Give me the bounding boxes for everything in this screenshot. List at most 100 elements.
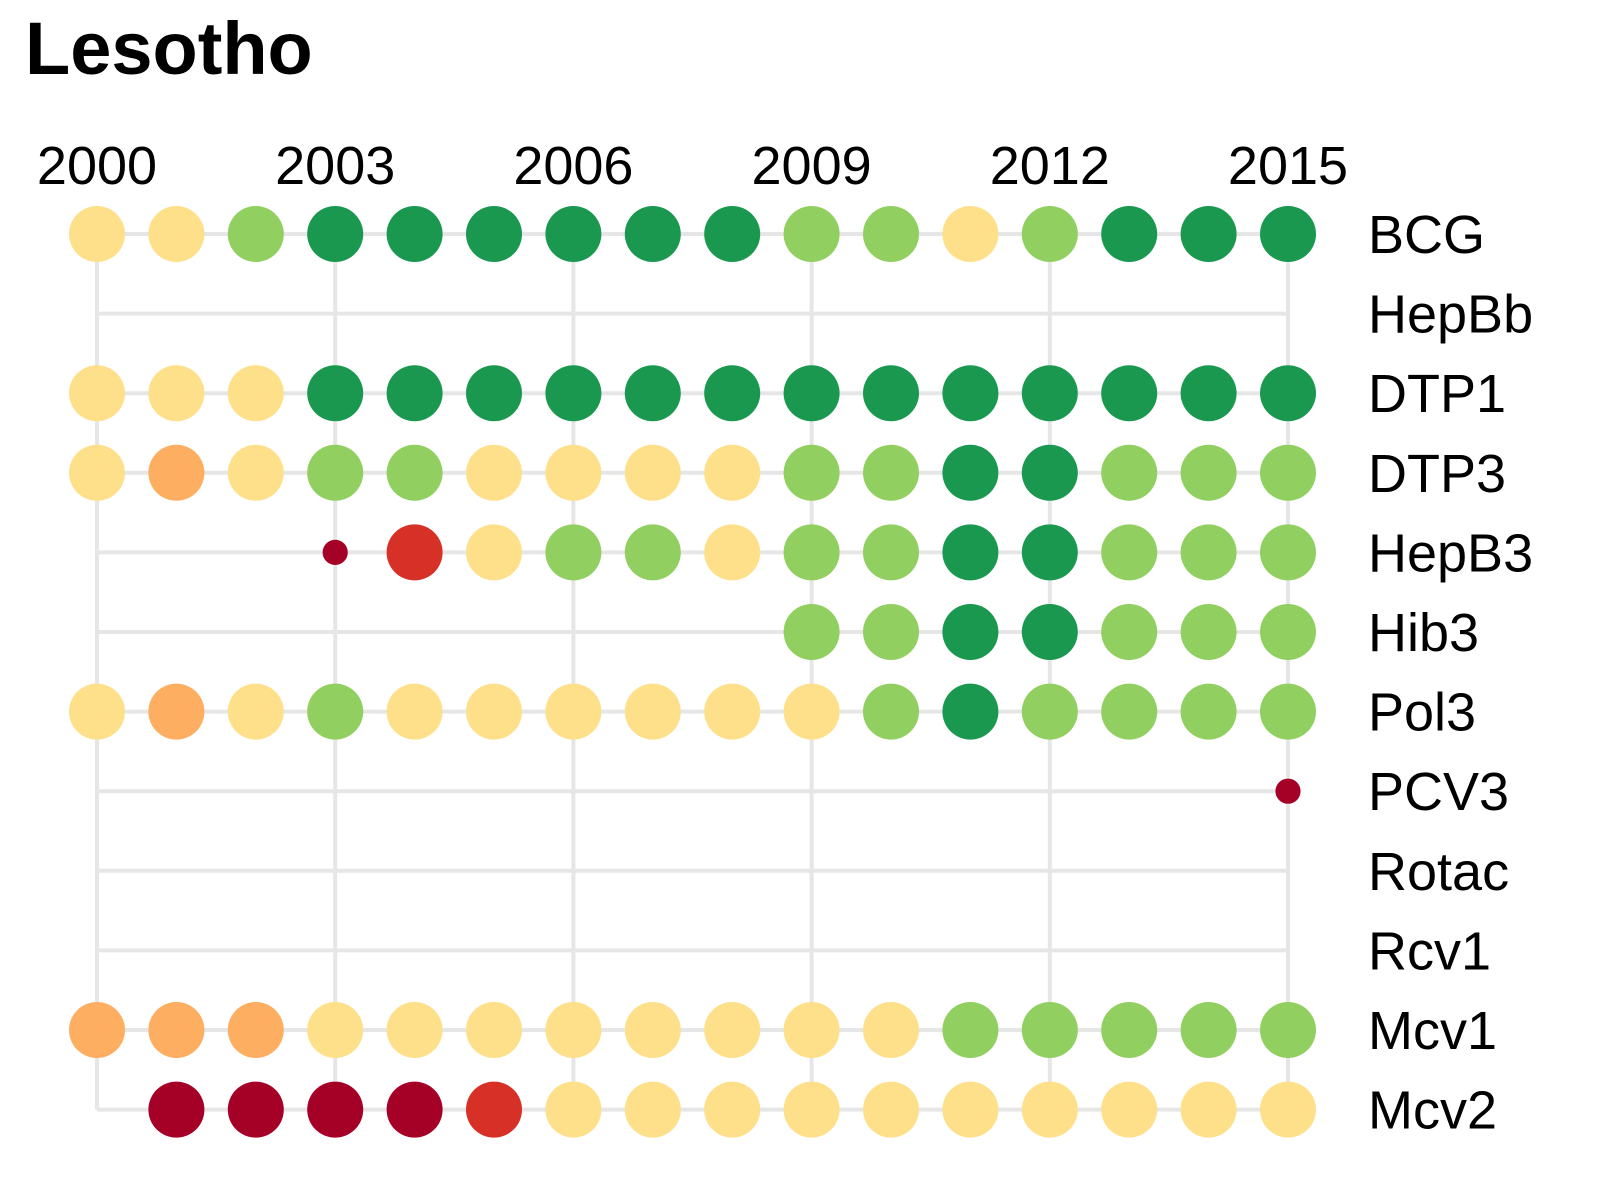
data-point <box>148 365 205 422</box>
data-point <box>783 365 840 422</box>
data-point <box>1021 365 1078 422</box>
data-point <box>69 444 125 501</box>
data-point <box>1021 524 1078 581</box>
data-point <box>69 365 125 422</box>
vaccine-label: Pol3 <box>1368 683 1476 743</box>
data-point <box>1180 1002 1237 1058</box>
data-point <box>1101 444 1158 501</box>
vaccine-label: Rcv1 <box>1368 921 1491 981</box>
data-point <box>942 683 999 740</box>
data-point <box>466 524 522 581</box>
data-point <box>545 206 602 262</box>
data-point <box>783 1002 840 1058</box>
data-point <box>466 444 522 501</box>
data-point <box>863 524 919 581</box>
vaccine-label: DTP3 <box>1368 444 1506 504</box>
data-point <box>227 1002 284 1058</box>
data-point <box>1260 604 1316 660</box>
data-point <box>942 1002 999 1058</box>
data-point <box>545 524 602 581</box>
data-point <box>624 365 681 422</box>
x-tick-label: 2012 <box>990 136 1110 196</box>
data-point <box>1260 524 1316 581</box>
x-tick-label: 2009 <box>752 136 872 196</box>
data-point <box>545 365 602 422</box>
data-point <box>942 604 999 660</box>
data-point <box>624 683 681 740</box>
data-point <box>942 444 999 501</box>
data-point <box>624 1081 681 1138</box>
data-point <box>863 604 919 660</box>
x-tick-label: 2015 <box>1228 136 1348 196</box>
data-point <box>1021 1081 1078 1138</box>
data-point <box>863 1081 919 1138</box>
data-point <box>466 683 522 740</box>
x-axis-ticks: 2000 2003 2006 2009 2012 2015 <box>37 136 1348 196</box>
data-point <box>307 1002 364 1058</box>
vaccine-label: DTP1 <box>1368 364 1506 424</box>
data-point <box>466 1081 522 1138</box>
chart-title: Lesotho <box>25 7 313 90</box>
data-point <box>466 206 522 262</box>
data-point <box>148 1002 205 1058</box>
data-point <box>227 365 284 422</box>
data-point <box>942 524 999 581</box>
x-tick-label: 2003 <box>275 136 395 196</box>
data-point <box>863 206 919 262</box>
data-point <box>863 683 919 740</box>
data-point <box>466 1002 522 1058</box>
data-point <box>1101 206 1158 262</box>
data-point <box>942 206 999 262</box>
data-point <box>227 683 284 740</box>
data-point <box>704 683 761 740</box>
data-point <box>1101 524 1158 581</box>
data-point <box>545 444 602 501</box>
data-point <box>1101 604 1158 660</box>
data-point <box>704 206 761 262</box>
data-point <box>783 1081 840 1138</box>
data-point <box>545 683 602 740</box>
data-point <box>148 206 205 262</box>
data-point <box>1260 206 1316 262</box>
data-point <box>307 365 364 422</box>
data-point <box>783 444 840 501</box>
data-point <box>704 444 761 501</box>
data-point <box>624 1002 681 1058</box>
data-point <box>1180 1081 1237 1138</box>
data-point <box>1101 365 1158 422</box>
data-point <box>322 539 348 566</box>
data-point <box>386 444 443 501</box>
data-point <box>1021 683 1078 740</box>
vaccine-label: HepB3 <box>1368 523 1533 583</box>
vaccine-label: PCV3 <box>1368 762 1509 822</box>
data-point <box>704 1081 761 1138</box>
vaccine-labels: BCG HepBb DTP1 DTP3 HepB3 Hib3 Pol3 PCV3 Rotac Rc… <box>1368 205 1533 1141</box>
data-point <box>227 206 284 262</box>
data-point <box>624 206 681 262</box>
data-point <box>386 206 443 262</box>
data-point <box>783 604 840 660</box>
data-point <box>386 365 443 422</box>
data-point <box>704 365 761 422</box>
data-point <box>307 683 364 740</box>
data-point <box>386 1081 443 1138</box>
data-point <box>624 524 681 581</box>
data-point <box>1021 444 1078 501</box>
vaccine-label: HepBb <box>1368 285 1533 345</box>
data-point <box>1275 778 1301 804</box>
data-point <box>1180 604 1237 660</box>
vaccine-label: Rotac <box>1368 842 1509 902</box>
data-point <box>1180 444 1237 501</box>
data-point <box>69 1002 125 1058</box>
x-tick-label: 2000 <box>37 136 157 196</box>
data-point <box>1101 1081 1158 1138</box>
data-point <box>783 524 840 581</box>
data-point <box>783 683 840 740</box>
data-point <box>307 206 364 262</box>
data-point <box>386 1002 443 1058</box>
data-point <box>69 683 125 740</box>
data-point <box>783 206 840 262</box>
data-point <box>863 1002 919 1058</box>
data-point <box>545 1002 602 1058</box>
